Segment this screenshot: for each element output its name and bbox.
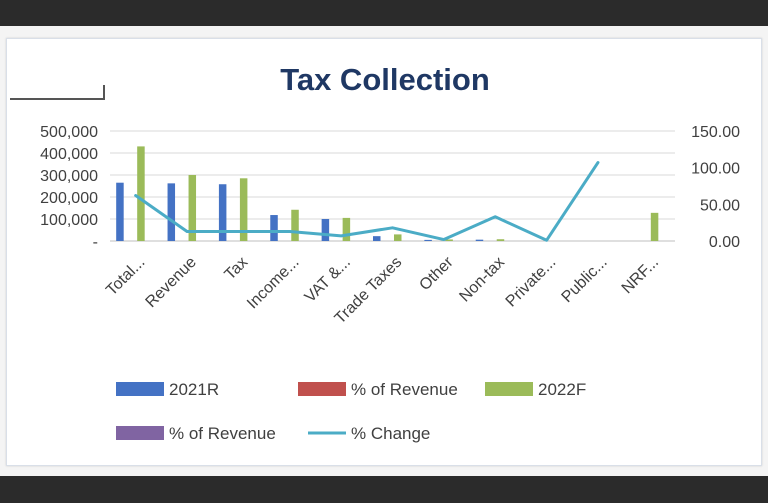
- y-left-tick-label: 500,000: [40, 124, 98, 141]
- legend-label: 2021R: [169, 380, 219, 399]
- bar-2021r-7: [475, 239, 484, 241]
- y-right-tick-label: 0.00: [709, 234, 740, 251]
- bar-2021r-0: [116, 182, 124, 241]
- legend-swatch: [116, 382, 164, 396]
- bar-2022f-1: [188, 175, 197, 241]
- y-left-tick-label: 400,000: [40, 146, 98, 163]
- bar-2021r-1: [167, 183, 176, 241]
- y-right-tick-label: 50.00: [700, 197, 740, 214]
- bar-2022f-10: [650, 212, 659, 241]
- bar-2022f-4: [342, 217, 351, 241]
- divider-line: [10, 98, 105, 100]
- bar-2021r-6: [424, 239, 432, 241]
- bar-2021r-3: [270, 215, 278, 241]
- x-category-label: Total...: [103, 254, 148, 299]
- x-category-label: NRF...: [619, 254, 662, 297]
- bar-2022f-6: [445, 239, 453, 241]
- legend-label: % Change: [351, 424, 430, 443]
- legend-swatch: [298, 382, 346, 396]
- x-category-label: Non-tax: [456, 254, 508, 306]
- bar-2021r-5: [373, 236, 381, 241]
- x-category-label: Public...: [559, 254, 611, 306]
- x-category-label: Tax: [222, 254, 252, 284]
- bar-2021r-2: [218, 184, 227, 241]
- chart-title: Tax Collection: [280, 62, 490, 97]
- y-left-tick-label: 100,000: [40, 212, 98, 229]
- bar-2022f-7: [496, 239, 505, 241]
- divider-tick: [103, 85, 105, 100]
- legend-swatch: [116, 426, 164, 440]
- legend-label: 2022F: [538, 380, 586, 399]
- bar-2022f-5: [394, 234, 402, 241]
- legend-label: % of Revenue: [351, 380, 458, 399]
- bar-2021r-4: [321, 219, 330, 241]
- x-category-label: Private...: [503, 254, 560, 311]
- legend-swatch: [485, 382, 533, 396]
- x-category-label: Other: [416, 253, 457, 294]
- bar-2022f-3: [291, 209, 299, 241]
- y-left-tick-label: 200,000: [40, 190, 98, 207]
- x-category-label: Income...: [244, 254, 303, 313]
- y-right-tick-label: 100.00: [691, 161, 740, 178]
- y-right-tick-label: 150.00: [691, 124, 740, 141]
- legend-label: % of Revenue: [169, 424, 276, 443]
- y-left-tick-label: -: [93, 234, 98, 251]
- x-category-label: VAT &...: [302, 254, 354, 306]
- bar-2022f-2: [239, 178, 248, 241]
- x-category-label: Revenue: [143, 254, 200, 311]
- bar-2022f-0: [137, 146, 145, 241]
- y-left-tick-label: 300,000: [40, 168, 98, 185]
- line-pct-change: [134, 161, 600, 242]
